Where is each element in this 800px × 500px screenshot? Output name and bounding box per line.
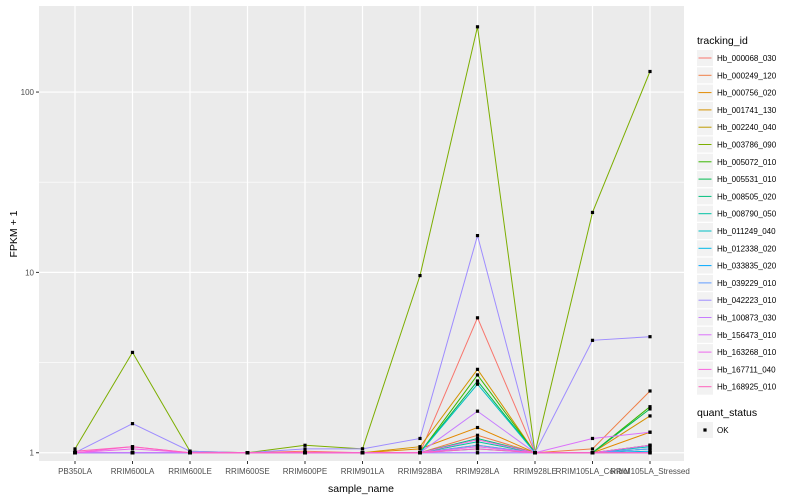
data-point — [130, 451, 135, 455]
x-axis: PB350LA RRIM600LA RRIM600LE RRIM600SE RRIM60… — [58, 461, 690, 476]
data-point — [590, 210, 595, 215]
legend-label: Hb_100873_030 — [717, 314, 777, 323]
data-point — [533, 451, 537, 455]
y-tick-label: 10 — [25, 268, 34, 277]
legend-label: Hb_012338_020 — [717, 244, 777, 253]
data-point — [648, 389, 652, 393]
data-point — [360, 451, 365, 455]
y-tick-label: 1 — [30, 449, 35, 458]
data-point — [648, 414, 652, 418]
x-axis-title: sample_name — [328, 483, 394, 495]
data-point — [648, 430, 652, 434]
data-point — [475, 379, 480, 383]
x-tick-label: RRIM901LA — [341, 467, 385, 476]
data-point — [418, 445, 422, 449]
x-tick-label: RRIM105LA_Stressed — [610, 467, 690, 476]
legend-label: Hb_168925_010 — [717, 383, 777, 392]
x-tick-label: RRIM600LA — [111, 467, 155, 476]
data-point — [418, 436, 422, 441]
legend-label: Hb_011249_040 — [717, 227, 776, 236]
x-tick-label: RRIM928BA — [398, 467, 443, 476]
legend: tracking_id Hb_000068_030 Hb_000249_120 Hb… — [697, 35, 777, 395]
data-point — [303, 447, 307, 451]
data-point — [475, 233, 480, 238]
legend-label: Hb_000756_020 — [717, 89, 777, 98]
data-point — [590, 436, 595, 441]
data-point — [648, 443, 652, 447]
data-point — [73, 447, 77, 451]
data-point — [648, 407, 652, 411]
legend-quant-status: quant_status OK — [697, 407, 757, 438]
x-tick-label: RRIM600SE — [225, 467, 269, 476]
data-point — [475, 316, 480, 320]
y-tick-label: 100 — [21, 88, 35, 97]
legend-label: Hb_005072_010 — [717, 158, 777, 167]
x-tick-label: RRIM105LA_Control — [556, 467, 630, 476]
legend2-key-point — [703, 428, 707, 432]
data-point — [303, 443, 307, 447]
data-point — [590, 338, 595, 342]
x-tick-label: PB350LA — [58, 467, 92, 476]
legend-label: Hb_042223_010 — [717, 296, 777, 305]
data-point — [475, 451, 480, 455]
data-point — [475, 25, 480, 29]
data-point — [475, 440, 480, 444]
data-point — [475, 373, 480, 377]
data-point — [360, 447, 365, 451]
data-point — [590, 447, 595, 451]
legend-label: Hb_167711_040 — [717, 365, 776, 374]
data-point — [73, 449, 77, 453]
data-point — [130, 350, 135, 355]
legend-label: Hb_039229_010 — [717, 279, 777, 288]
data-point — [475, 382, 480, 386]
data-point — [475, 438, 480, 442]
y-axis: 1 10 100 — [21, 88, 39, 458]
data-point — [245, 451, 250, 455]
data-point — [418, 451, 422, 455]
legend-label: Hb_008790_050 — [717, 210, 777, 219]
data-point — [130, 447, 135, 451]
data-point — [475, 445, 480, 449]
legend-label: Hb_002240_040 — [717, 123, 777, 132]
data-point — [648, 69, 652, 74]
legend-label: Hb_163268_010 — [717, 348, 777, 357]
data-points — [73, 25, 652, 455]
data-point — [475, 447, 480, 451]
data-point — [648, 335, 652, 339]
x-tick-label: RRIM600LE — [168, 467, 212, 476]
panel-background — [39, 6, 684, 461]
data-point — [188, 451, 192, 455]
data-point — [648, 451, 652, 455]
data-point — [648, 405, 652, 409]
legend-title: tracking_id — [697, 35, 748, 47]
data-point — [418, 273, 422, 278]
data-point — [590, 451, 595, 455]
x-tick-label: RRIM600PE — [283, 467, 327, 476]
legend-label: Hb_008505_020 — [717, 192, 777, 201]
x-tick-label: RRIM928LA — [456, 467, 500, 476]
legend-label: Hb_001741_130 — [717, 106, 777, 115]
data-point — [130, 422, 135, 426]
data-point — [648, 447, 652, 451]
legend-label: Hb_005531_010 — [717, 175, 777, 184]
legend-label: Hb_033835_020 — [717, 262, 777, 271]
legend2-label: OK — [717, 426, 729, 435]
data-point — [418, 447, 422, 451]
data-point — [475, 433, 480, 437]
data-point — [130, 445, 135, 449]
legend2-title: quant_status — [697, 407, 757, 419]
legend-label: Hb_156473_010 — [717, 331, 777, 340]
data-point — [475, 425, 480, 430]
legend-label: Hb_003786_090 — [717, 141, 777, 150]
data-point — [475, 409, 480, 413]
legend-label: Hb_000249_120 — [717, 71, 777, 80]
data-point — [303, 451, 307, 455]
data-point — [475, 367, 480, 371]
y-axis-title: FPKM + 1 — [8, 210, 20, 257]
x-tick-label: RRIM928LE — [513, 467, 557, 476]
legend-label: Hb_000068_030 — [717, 54, 777, 63]
